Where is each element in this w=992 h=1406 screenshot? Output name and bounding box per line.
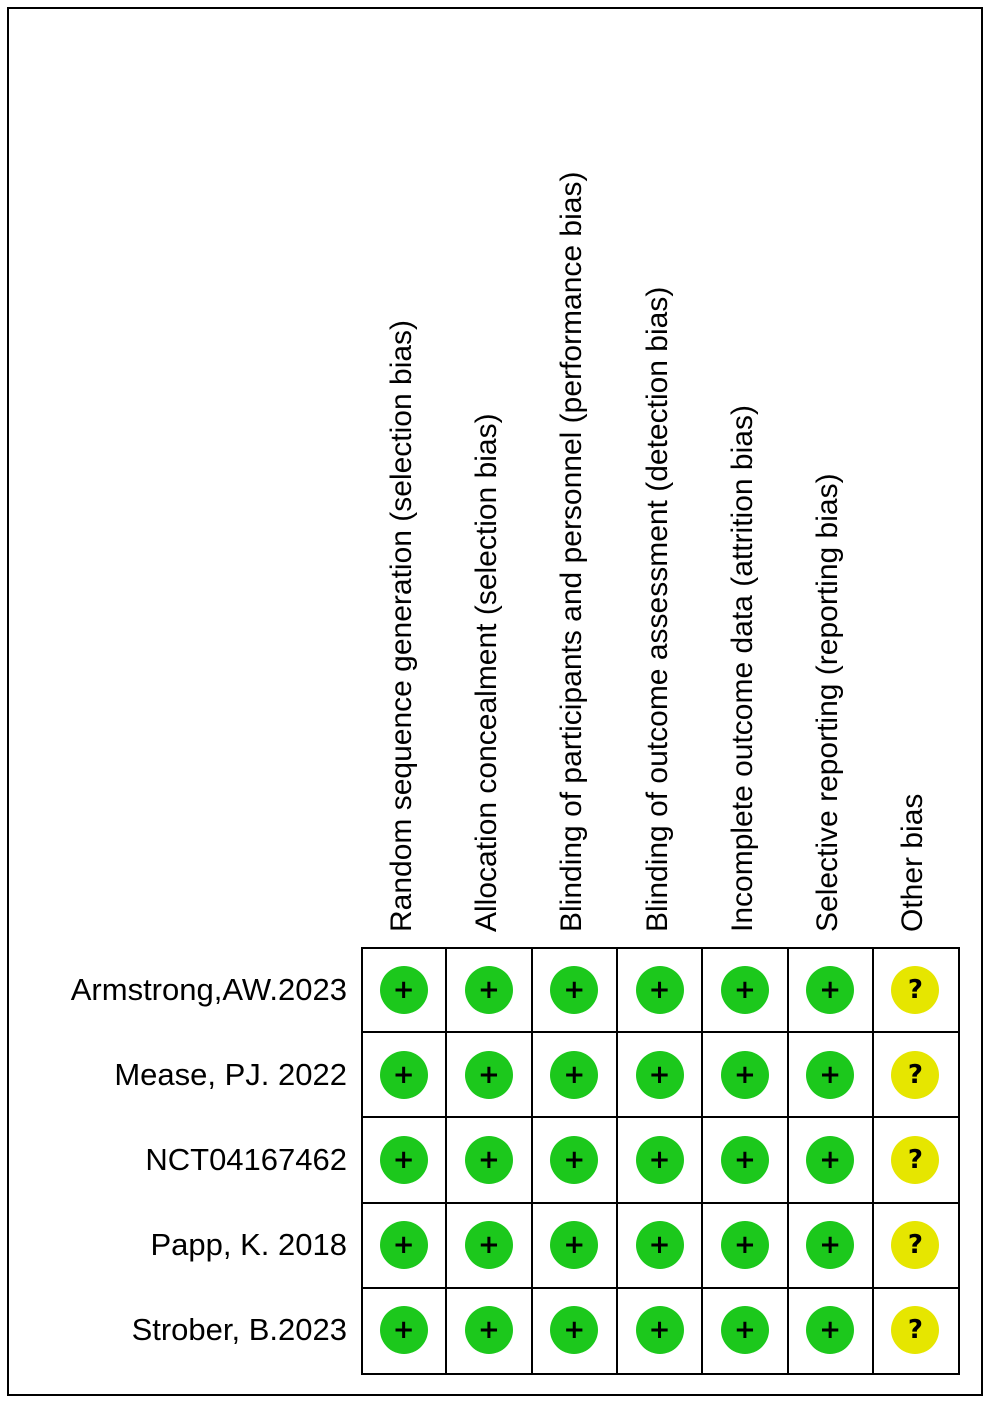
- study-label: Papp, K. 2018: [150, 1227, 348, 1263]
- grid-row-divider: [361, 1031, 960, 1034]
- low-risk-plus-icon: +: [806, 1050, 855, 1099]
- low-risk-plus-icon: +: [379, 1136, 428, 1184]
- column-header: Blinding of outcome assessment (detectio…: [640, 286, 674, 932]
- low-risk-plus-icon: +: [635, 1136, 684, 1184]
- grid-row-divider: [361, 1116, 960, 1119]
- grid-column-divider: [701, 947, 704, 1375]
- study-label: Mease, PJ. 2022: [114, 1056, 347, 1092]
- low-risk-plus-icon: +: [635, 1050, 684, 1099]
- unclear-risk-question-icon: ?: [891, 965, 940, 1014]
- low-risk-plus-icon: +: [464, 1136, 513, 1184]
- low-risk-plus-icon: +: [550, 1136, 599, 1184]
- low-risk-plus-icon: +: [550, 965, 599, 1014]
- low-risk-plus-icon: +: [720, 1050, 769, 1099]
- low-risk-plus-icon: +: [464, 1221, 513, 1270]
- grid-column-divider: [445, 947, 448, 1375]
- grid-row-divider: [361, 1201, 960, 1204]
- rob-grid: [361, 947, 960, 1375]
- low-risk-plus-icon: +: [635, 1306, 684, 1355]
- low-risk-plus-icon: +: [720, 1136, 769, 1184]
- low-risk-plus-icon: +: [550, 1050, 599, 1099]
- unclear-risk-question-icon: ?: [891, 1221, 940, 1270]
- grid-column-divider: [871, 947, 874, 1375]
- low-risk-plus-icon: +: [806, 1221, 855, 1270]
- low-risk-plus-icon: +: [379, 1050, 428, 1099]
- grid-column-divider: [530, 947, 533, 1375]
- grid-column-divider: [786, 947, 789, 1375]
- low-risk-plus-icon: +: [464, 1050, 513, 1099]
- study-label: Strober, B.2023: [131, 1312, 347, 1348]
- column-header: Other bias: [896, 793, 930, 932]
- grid-row-divider: [361, 1286, 960, 1289]
- study-label: NCT04167462: [145, 1142, 347, 1177]
- low-risk-plus-icon: +: [550, 1221, 599, 1270]
- grid-column-divider: [615, 947, 618, 1375]
- column-header: Random sequence generation (selection bi…: [384, 319, 418, 932]
- low-risk-plus-icon: +: [379, 965, 428, 1014]
- low-risk-plus-icon: +: [806, 1306, 855, 1355]
- column-header: Selective reporting (reporting bias): [811, 473, 845, 932]
- low-risk-plus-icon: +: [806, 1136, 855, 1184]
- low-risk-plus-icon: +: [806, 965, 855, 1014]
- low-risk-plus-icon: +: [379, 1221, 428, 1270]
- column-header: Allocation concealment (selection bias): [469, 413, 503, 932]
- low-risk-plus-icon: +: [635, 965, 684, 1014]
- low-risk-plus-icon: +: [550, 1306, 599, 1355]
- unclear-risk-question-icon: ?: [891, 1050, 940, 1099]
- low-risk-plus-icon: +: [635, 1221, 684, 1270]
- low-risk-plus-icon: +: [379, 1306, 428, 1355]
- low-risk-plus-icon: +: [464, 1306, 513, 1355]
- low-risk-plus-icon: +: [464, 965, 513, 1014]
- low-risk-plus-icon: +: [720, 1306, 769, 1355]
- unclear-risk-question-icon: ?: [891, 1136, 940, 1184]
- figure-frame: [7, 7, 983, 1396]
- low-risk-plus-icon: +: [720, 1221, 769, 1270]
- low-risk-plus-icon: +: [720, 965, 769, 1014]
- unclear-risk-question-icon: ?: [891, 1306, 940, 1355]
- column-header: Incomplete outcome data (attrition bias): [725, 405, 759, 932]
- study-label: Armstrong,AW.2023: [70, 971, 347, 1007]
- column-header: Blinding of participants and personnel (…: [555, 171, 589, 932]
